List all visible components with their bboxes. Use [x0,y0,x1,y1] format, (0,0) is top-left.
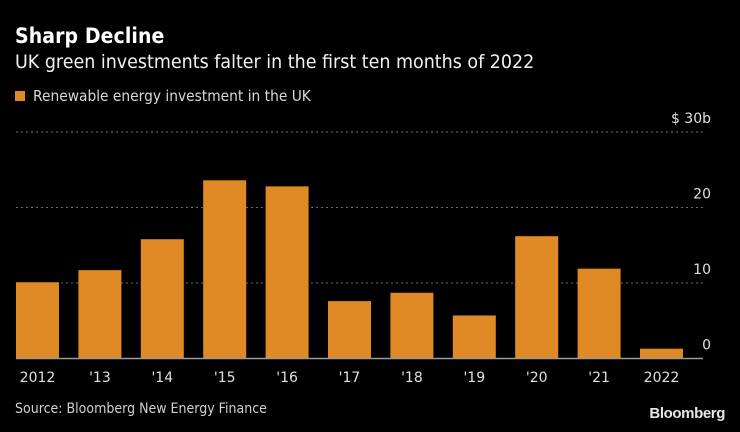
bloomberg-logo: Bloomberg [649,405,725,422]
x-tick-label: '17 [339,370,361,386]
bar [515,236,559,359]
bar [577,268,621,359]
bar [265,186,309,359]
y-tick-label: 10 [693,262,711,278]
x-tick-label: '15 [214,370,236,386]
bar [640,348,683,359]
x-tick-label: '19 [463,370,485,386]
x-tick-labels: 2012 '13 '14 '15 '16 '17 '18 '19 '20 '21 2022 [20,370,680,386]
x-tick-label: '18 [401,370,423,386]
bar [78,270,122,359]
y-tick-label: $ 30b [671,111,711,127]
legend-label: Renewable energy investment in the UK [33,87,311,105]
source-note: Source: Bloomberg New Energy Finance [15,401,267,417]
y-tick-label: 0 [702,338,711,354]
bar [203,180,247,359]
bars [16,180,683,359]
x-tick-label: 2022 [644,370,680,386]
x-tick-label: 2012 [20,370,56,386]
x-tick-label: '16 [276,370,298,386]
y-tick-label: 20 [693,187,711,203]
x-tick-label: '21 [588,370,610,386]
gridlines [16,131,703,284]
x-tick-label: '14 [151,370,173,386]
y-tick-labels: 0 10 20 $ 30b [671,111,711,354]
bar [390,292,434,359]
chart-title: Sharp Decline [15,24,165,48]
bar [452,315,496,359]
x-tick-label: '20 [526,370,548,386]
x-tick-label: '13 [89,370,111,386]
legend-swatch [15,91,25,101]
bar [328,301,371,359]
bar [16,282,59,359]
chart-subtitle: UK green investments falter in the first… [15,51,535,73]
legend: Renewable energy investment in the UK [15,87,335,105]
bar [140,239,184,359]
